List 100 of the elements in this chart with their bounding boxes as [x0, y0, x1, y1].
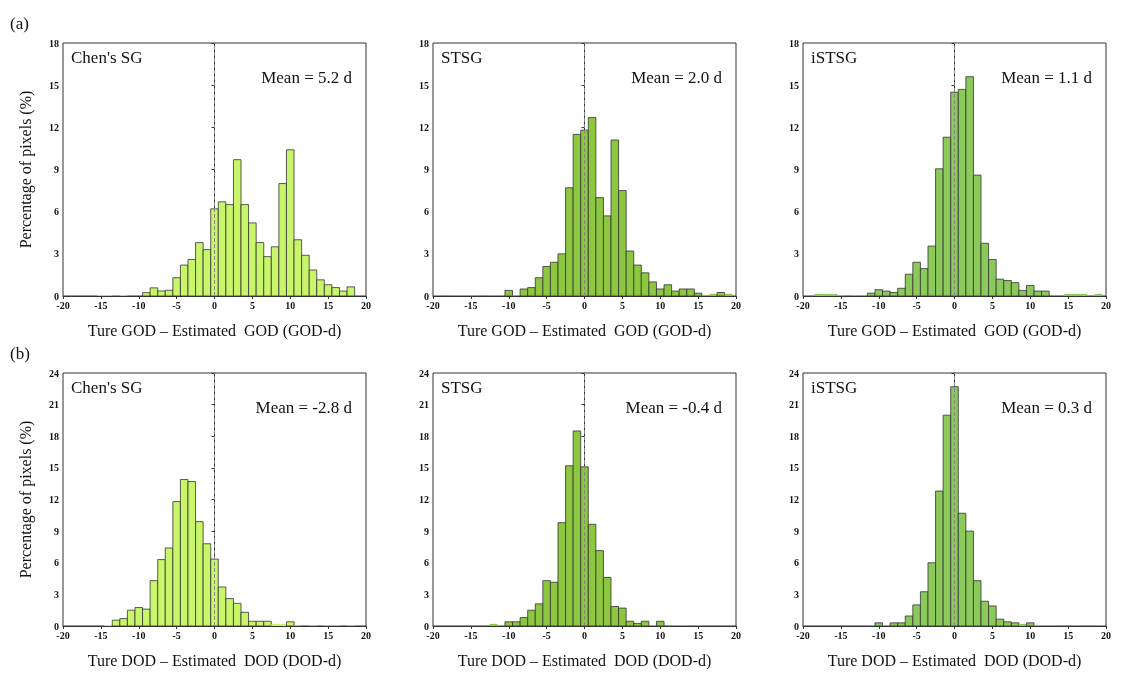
x-tick-label: -5 — [172, 299, 181, 311]
annotation: Mean = 0.3 d — [1001, 398, 1093, 417]
annotation: Mean = 1.1 d — [1001, 68, 1093, 87]
x-tick-label: -5 — [542, 299, 551, 311]
x-tick-label: 0 — [212, 629, 217, 641]
annotation: STSG — [441, 378, 483, 397]
y-tick-label: 6 — [794, 206, 799, 218]
x-tick-label: -15 — [94, 299, 108, 311]
y-tick-label: 9 — [54, 525, 59, 537]
y-tick-label: 15 — [49, 79, 59, 91]
y-tick-label: 21 — [789, 399, 799, 411]
x-tick-label: -15 — [834, 629, 848, 641]
y-axis-title: Percentage of pixels (%) — [16, 90, 35, 249]
y-tick-label: 12 — [789, 494, 799, 505]
x-tick-label: 0 — [212, 299, 217, 311]
x-axis-title: Ture GOD – Estimated GOD (GOD-d) — [827, 321, 1082, 340]
x-axis-title: Ture GOD – Estimated GOD (GOD-d) — [457, 321, 712, 340]
annotation: iSTSG — [811, 378, 858, 397]
x-tick-label: -5 — [912, 299, 921, 311]
x-tick-label: -10 — [872, 299, 886, 311]
annotation: Mean = 5.2 d — [261, 68, 353, 87]
x-tick-label: 5 — [619, 299, 625, 311]
x-tick-label: 0 — [582, 299, 587, 311]
x-tick-label: -20 — [426, 299, 440, 311]
y-tick-label: 9 — [54, 164, 59, 175]
x-tick-label: -15 — [94, 629, 108, 641]
x-tick-label: -20 — [796, 629, 810, 641]
y-tick-label: 21 — [49, 399, 59, 411]
x-tick-label: -20 — [56, 299, 70, 311]
annotation: iSTSG — [811, 48, 858, 67]
y-tick-label: 9 — [424, 525, 429, 537]
x-tick-label: 10 — [655, 299, 666, 311]
y-tick-label: 15 — [789, 79, 799, 91]
y-tick-label: 0 — [794, 290, 799, 302]
y-tick-label: 18 — [419, 430, 429, 442]
y-tick-label: 3 — [424, 248, 429, 260]
x-tick-label: 15 — [693, 629, 704, 641]
x-tick-label: -10 — [132, 299, 146, 311]
y-tick-label: 24 — [789, 367, 799, 379]
y-tick-label: 15 — [49, 462, 59, 474]
y-tick-label: 12 — [789, 121, 799, 133]
x-axis-title: Ture GOD – Estimated GOD (GOD-d) — [87, 321, 342, 340]
y-tick-label: 6 — [424, 557, 429, 569]
x-tick-label: 20 — [361, 299, 371, 311]
y-tick-label: 3 — [54, 248, 59, 260]
y-tick-label: 3 — [54, 588, 59, 600]
y-tick-label: 15 — [419, 79, 429, 91]
y-tick-label: 18 — [49, 37, 59, 49]
y-tick-label: 24 — [419, 367, 429, 379]
y-tick-label: 6 — [54, 557, 59, 569]
y-tick-label: 15 — [789, 462, 799, 474]
y-tick-label: 12 — [419, 121, 429, 133]
x-tick-label: 0 — [952, 299, 957, 311]
y-tick-label: 9 — [794, 525, 799, 537]
x-tick-label: 15 — [693, 299, 704, 311]
x-tick-label: -15 — [464, 629, 478, 641]
y-tick-label: 12 — [49, 121, 59, 133]
x-tick-label: -5 — [172, 629, 181, 641]
y-tick-label: 3 — [794, 588, 799, 600]
x-tick-label: -5 — [542, 629, 551, 641]
x-tick-label: 0 — [582, 629, 587, 641]
x-tick-label: 10 — [655, 629, 666, 641]
x-tick-label: 0 — [952, 629, 957, 641]
x-tick-label: 15 — [323, 299, 334, 311]
text: (b) — [10, 344, 30, 363]
x-tick-label: 20 — [361, 629, 371, 641]
y-tick-label: 0 — [54, 290, 59, 302]
y-tick-label: 18 — [789, 37, 799, 49]
x-tick-label: -10 — [872, 629, 886, 641]
y-axis-title: Percentage of pixels (%) — [16, 420, 35, 579]
y-tick-label: 24 — [49, 367, 59, 379]
x-tick-label: 15 — [1063, 629, 1074, 641]
x-tick-label: 10 — [1025, 299, 1036, 311]
y-tick-label: 6 — [54, 206, 59, 218]
x-tick-label: 20 — [1101, 299, 1111, 311]
x-axis-title: Ture DOD – Estimated DOD (DOD-d) — [457, 651, 712, 670]
y-tick-label: 9 — [424, 164, 429, 175]
x-tick-label: -20 — [56, 629, 70, 641]
annotation: Mean = 2.0 d — [631, 68, 723, 87]
y-tick-label: 21 — [419, 399, 429, 411]
x-tick-label: 10 — [1025, 629, 1036, 641]
x-tick-label: -5 — [912, 629, 921, 641]
x-tick-label: 5 — [249, 299, 255, 311]
y-tick-label: 0 — [424, 290, 429, 302]
x-tick-label: -15 — [834, 299, 848, 311]
y-tick-label: 0 — [424, 620, 429, 632]
x-axis-title: Ture DOD – Estimated DOD (DOD-d) — [87, 651, 342, 670]
x-tick-label: -15 — [464, 299, 478, 311]
annotation: STSG — [441, 48, 483, 67]
y-tick-label: 18 — [789, 430, 799, 442]
y-tick-label: 18 — [419, 37, 429, 49]
annotation: Mean = -0.4 d — [625, 398, 723, 417]
x-tick-label: -20 — [796, 299, 810, 311]
x-tick-label: 20 — [731, 299, 741, 311]
y-tick-label: 0 — [794, 620, 799, 632]
x-tick-label: 15 — [323, 629, 334, 641]
x-tick-label: 10 — [285, 629, 296, 641]
y-tick-label: 3 — [794, 248, 799, 260]
x-tick-label: -10 — [132, 629, 146, 641]
text: (a) — [10, 14, 29, 33]
